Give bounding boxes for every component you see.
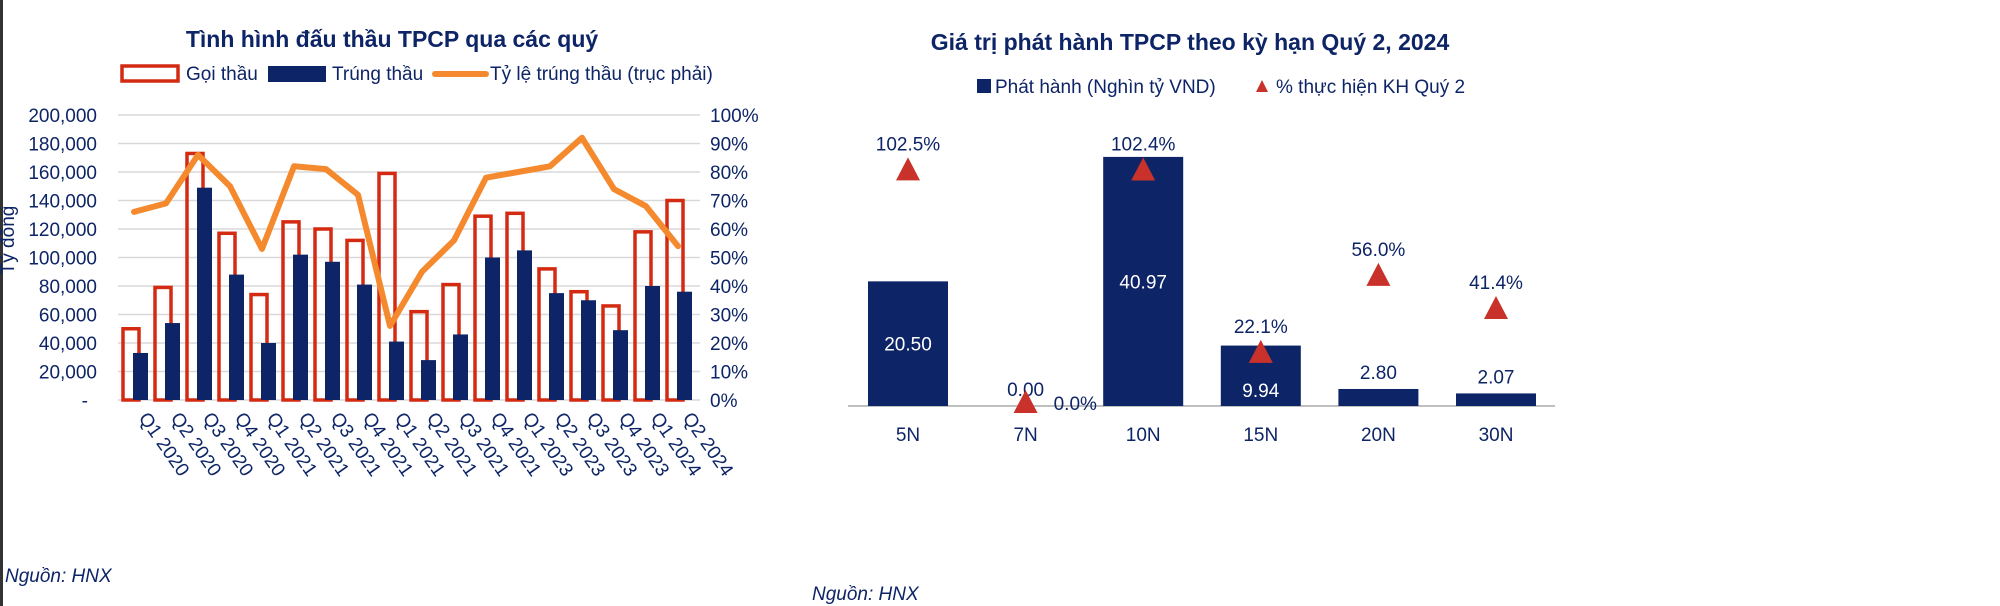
- triangle-value-label: 22.1%: [1234, 317, 1288, 338]
- bar-phat-hanh: [1338, 388, 1419, 406]
- bar-trung-thau: [293, 254, 308, 400]
- y2-tick-label: 20%: [710, 334, 748, 355]
- bar-trung-thau: [549, 293, 564, 400]
- legend-swatch-phat-hanh: [977, 79, 991, 93]
- y-tick-label: 20,000: [39, 363, 97, 384]
- bar-value-label: 40.97: [1119, 272, 1167, 293]
- triangle-marker: [896, 157, 920, 181]
- x-tick-label: 20N: [1361, 425, 1396, 446]
- legend-swatch-trung-thau: [268, 66, 326, 82]
- bar-value-label: 2.07: [1478, 367, 1515, 388]
- x-tick-label: 5N: [896, 425, 920, 446]
- y-tick-label: 200,000: [28, 106, 97, 127]
- triangle-value-label: 102.4%: [1111, 135, 1176, 156]
- triangle-value-label: 56.0%: [1351, 240, 1405, 261]
- y-tick-label: 60,000: [39, 306, 97, 327]
- bar-trung-thau: [229, 274, 244, 400]
- bar-trung-thau: [581, 300, 596, 400]
- y2-tick-label: 10%: [710, 363, 748, 384]
- bar-trung-thau: [389, 341, 404, 400]
- y2-tick-label: 60%: [710, 220, 748, 241]
- bar-trung-thau: [197, 187, 212, 400]
- y-tick-label: 40,000: [39, 334, 97, 355]
- right-plot: 20.505N102.5%0.007N0.0%40.9710N102.4%9.9…: [848, 134, 1555, 446]
- triangle-value-label: 102.5%: [876, 134, 941, 155]
- y2-tick-label: 90%: [710, 135, 748, 156]
- triangle-marker: [1131, 157, 1156, 181]
- left-plot: - 20,000 40,000 60,000 80,000 100,000 120,000 1…: [28, 106, 758, 481]
- y2-tick-label: 50%: [710, 249, 748, 270]
- bar-trung-thau: [357, 284, 372, 400]
- bar-phat-hanh: [1103, 156, 1184, 406]
- y-tick-label: 140,000: [28, 192, 97, 213]
- triangle-marker: [1248, 339, 1273, 363]
- line-ty-le-trung-thau: [131, 134, 681, 329]
- y-tick-label: 100,000: [28, 249, 97, 270]
- bar-trung-thau: [677, 291, 692, 400]
- bar-goi-thau: [409, 309, 429, 402]
- x-tick-label: 15N: [1243, 425, 1278, 446]
- legend-label-phat-hanh: Phát hành (Nghìn tỷ VND): [995, 77, 1216, 98]
- left-chart-title: Tình hình đấu thầu TPCP qua các quý: [186, 26, 599, 52]
- x-tick-label: 7N: [1013, 425, 1037, 446]
- y2-tick-label: 40%: [710, 277, 748, 298]
- right-chart-title: Giá trị phát hành TPCP theo kỳ hạn Quý 2…: [931, 29, 1450, 55]
- y2-tick-label: 70%: [710, 192, 748, 213]
- legend-swatch-goi-thau: [120, 64, 180, 83]
- y-tick-label: -: [82, 391, 88, 412]
- bar-trung-thau: [325, 261, 340, 400]
- left-border: [0, 0, 3, 606]
- bar-trung-thau: [261, 343, 276, 400]
- legend-label-goi-thau: Gọi thầu: [186, 64, 258, 85]
- bar-trung-thau: [421, 360, 436, 400]
- bar-trung-thau: [517, 250, 532, 400]
- bar-phat-hanh: [1456, 393, 1536, 406]
- bar-trung-thau: [453, 334, 468, 400]
- legend-label-trung-thau: Trúng thầu: [332, 64, 423, 85]
- legend-label-ty-le: Tỷ lệ trúng thầu (trục phải): [490, 64, 713, 85]
- bar-value-label: 20.50: [884, 335, 932, 356]
- source-right: Nguồn: HNX: [812, 584, 920, 605]
- bar-trung-thau: [613, 330, 628, 400]
- bar-value-label: 9.94: [1242, 381, 1279, 402]
- bar-value-label: 2.80: [1360, 363, 1397, 384]
- bar-trung-thau: [485, 257, 500, 400]
- triangle-value-label: 0.0%: [1054, 394, 1097, 415]
- y2-tick-label: 100%: [710, 106, 759, 127]
- source-left: Nguồn: HNX: [5, 566, 113, 587]
- x-tick-label: 10N: [1126, 425, 1161, 446]
- triangle-marker: [1484, 296, 1508, 320]
- bar-trung-thau: [645, 286, 660, 400]
- y-tick-label: 80,000: [39, 277, 97, 298]
- y-tick-label: 180,000: [28, 135, 97, 156]
- bar-trung-thau: [165, 323, 180, 400]
- bar-trung-thau: [133, 352, 148, 400]
- y2-tick-label: 0%: [710, 391, 738, 412]
- y2-tick-label: 80%: [710, 163, 748, 184]
- y-axis-label: Tỷ đồng: [0, 206, 19, 275]
- y-tick-label: 120,000: [28, 220, 97, 241]
- triangle-value-label: 41.4%: [1469, 273, 1523, 294]
- bar-phat-hanh: [868, 281, 948, 406]
- y2-tick-label: 30%: [710, 306, 748, 327]
- x-tick-label: 30N: [1479, 425, 1514, 446]
- legend-label-thuc-hien: % thực hiện KH Quý 2: [1276, 77, 1465, 98]
- legend-swatch-triangle: [1256, 80, 1268, 92]
- y-tick-label: 160,000: [28, 163, 97, 184]
- triangle-marker: [1366, 262, 1391, 286]
- triangle-marker: [1013, 390, 1038, 413]
